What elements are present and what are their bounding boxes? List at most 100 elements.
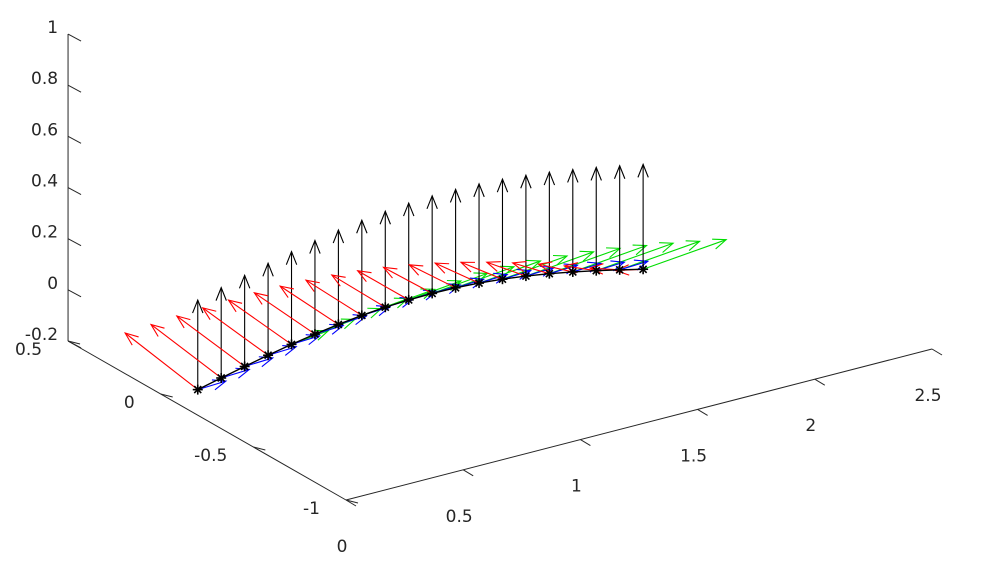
asterisk-marker <box>309 329 320 340</box>
black-arrow-head <box>543 170 556 186</box>
y-tick <box>67 340 81 345</box>
red-arrow-shaft <box>538 263 573 273</box>
black-arrow <box>520 173 532 277</box>
black-arrow-head <box>356 218 368 234</box>
black-arrow <box>332 228 345 325</box>
red-arrow-shaft <box>254 292 316 335</box>
z-tick-label: -0.2 <box>25 325 58 345</box>
asterisk-marker <box>427 288 438 299</box>
asterisk-marker <box>333 319 344 330</box>
x-axis <box>345 348 933 501</box>
marker-stroke <box>381 303 390 312</box>
y-tick <box>160 393 173 398</box>
black-arrow-head <box>520 173 532 189</box>
axes <box>67 33 943 507</box>
red-arrow-shaft <box>176 315 245 367</box>
black-arrow <box>449 187 462 288</box>
red-arrow-shaft <box>331 274 386 308</box>
red-arrow-head <box>330 274 346 287</box>
z-tick <box>67 135 82 144</box>
black-arrow-head <box>567 167 579 183</box>
black-arrow-head <box>379 209 391 225</box>
red-arrow-shaft <box>124 332 199 391</box>
green-arrow-shaft <box>525 251 594 277</box>
red-arrow-head <box>253 291 269 305</box>
green-arrow <box>478 259 542 284</box>
asterisk-marker <box>216 372 227 383</box>
red-arrow-head <box>356 270 372 283</box>
red-arrow <box>356 270 409 301</box>
red-arrow-head <box>227 299 243 313</box>
red-arrow <box>511 261 550 275</box>
y-tick-label: -0.5 <box>194 446 227 466</box>
x-tick-label: 0 <box>337 537 348 557</box>
black-arrow <box>238 273 251 367</box>
asterisk-marker <box>192 384 203 395</box>
green-arrow-shaft <box>572 245 647 273</box>
green-arrow-shaft <box>478 260 541 284</box>
asterisk-marker <box>638 264 649 275</box>
red-arrow <box>278 285 339 325</box>
green-arrow <box>619 240 702 271</box>
black-arrow-head <box>449 187 462 203</box>
red-arrow <box>330 274 386 308</box>
black-arrow-head <box>285 250 298 265</box>
marker-stroke <box>474 279 484 288</box>
green-arrow-shaft <box>596 242 674 272</box>
red-arrow <box>304 279 363 316</box>
y-tick-label: 0.5 <box>15 340 42 360</box>
black-arrow <box>262 261 274 356</box>
z-tick-label: 1 <box>47 18 58 38</box>
asterisk-marker <box>356 310 367 321</box>
red-arrow-head <box>149 323 165 337</box>
green-arrow-shaft <box>619 240 700 271</box>
z-tick-label: 0.4 <box>31 172 58 192</box>
red-arrow-head <box>459 261 475 273</box>
red-arrow-shaft <box>409 264 456 289</box>
black-arrow-head <box>192 298 204 314</box>
red-arrow-head <box>382 266 398 279</box>
black-arrow-head <box>403 201 415 217</box>
green-arrow-head <box>659 242 675 253</box>
black-arrow <box>567 167 579 272</box>
x-tick-label: 1.5 <box>680 446 707 466</box>
black-arrow <box>543 170 556 274</box>
red-arrow-shaft <box>564 265 597 272</box>
red-arrow-head <box>123 332 139 346</box>
marker-stroke <box>568 267 577 276</box>
black-arrow <box>473 182 485 284</box>
trajectory-markers <box>192 264 649 395</box>
green-arrow-head <box>712 238 728 250</box>
marker-stroke <box>287 340 296 349</box>
green-arrow-shaft <box>642 239 727 270</box>
marker-stroke <box>264 351 273 360</box>
marker-stroke <box>451 283 460 292</box>
black-arrow <box>285 250 298 345</box>
x-tick-label: 2.5 <box>914 386 941 406</box>
asterisk-marker <box>380 302 391 313</box>
black-arrow-head <box>590 165 602 181</box>
y-tick-label: -1 <box>303 499 320 519</box>
asterisk-marker <box>497 274 508 285</box>
x-tick <box>814 378 826 386</box>
asterisk-marker <box>403 294 414 305</box>
green-arrow-head <box>632 244 648 256</box>
x-tick-label: 2 <box>805 416 816 436</box>
black-arrow-head <box>309 239 321 254</box>
red-arrow-shaft <box>150 324 222 379</box>
marker-stroke <box>334 320 343 329</box>
black-arrow <box>403 201 415 300</box>
black-arrow <box>613 164 626 270</box>
green-arrow-head <box>685 240 702 251</box>
red-arrow-shaft <box>486 261 527 277</box>
red-arrow <box>433 262 480 284</box>
black-arrow-head <box>637 162 649 178</box>
marker-stroke <box>521 272 530 281</box>
black-arrow <box>309 239 321 335</box>
x-tick <box>697 408 708 416</box>
marker-stroke <box>404 295 413 304</box>
asterisk-marker <box>286 339 297 350</box>
green-arrow-shaft <box>502 255 568 280</box>
red-arrow-head <box>278 285 294 298</box>
y-tick <box>253 446 266 451</box>
